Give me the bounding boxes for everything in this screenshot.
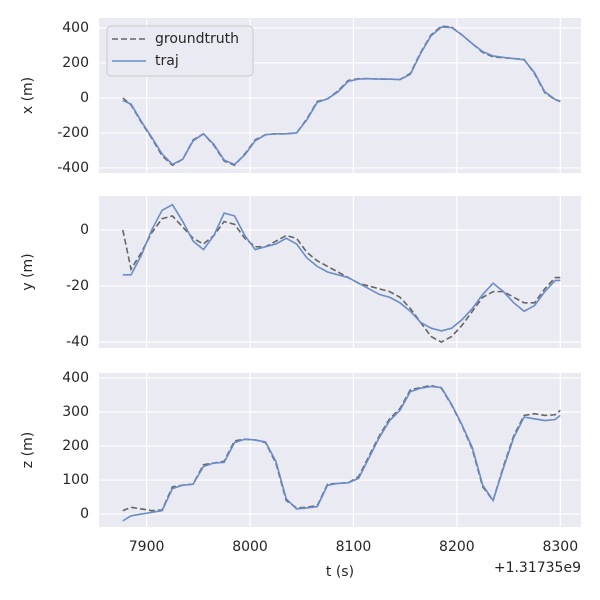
y-axis-label: y (m) — [20, 253, 36, 290]
data-line — [122, 215, 561, 344]
x-tick-label: 7900 — [129, 539, 165, 555]
y-tick-label: 200 — [62, 438, 89, 454]
y-tick-label: 0 — [80, 90, 89, 106]
plot-area — [99, 196, 581, 348]
subplot: -400 -200 0 200 400 x (m) groundtruth traj — [20, 18, 581, 176]
subplot: 7900 8000 8100 8200 8300 0 100 200 300 400 z (m) t … — [20, 370, 581, 580]
y-tick-label: 0 — [80, 222, 89, 238]
data-line — [122, 26, 561, 166]
x-tick-label: 8200 — [439, 539, 475, 555]
y-tick-label: -400 — [57, 160, 89, 176]
data-line — [122, 203, 561, 332]
y-axis-label: z (m) — [20, 432, 36, 468]
y-tick-label: 200 — [62, 55, 89, 71]
x-offset-label: +1.31735e9 — [494, 560, 581, 576]
legend-label: groundtruth — [155, 31, 239, 47]
data-line — [122, 385, 561, 522]
legend-label: traj — [155, 53, 179, 69]
plot-area — [99, 373, 581, 527]
y-tick-label: 400 — [62, 370, 89, 386]
x-tick-label: 8000 — [232, 539, 268, 555]
x-tick-label: 8300 — [542, 539, 578, 555]
y-tick-label: 100 — [62, 472, 89, 488]
y-tick-label: -200 — [57, 125, 89, 141]
y-tick-label: -20 — [66, 278, 89, 294]
x-axis-label: t (s) — [326, 564, 354, 580]
y-tick-label: 400 — [62, 20, 89, 36]
y-tick-label: 0 — [80, 506, 89, 522]
y-axis-label: x (m) — [20, 77, 36, 114]
legend: groundtruth traj — [106, 25, 254, 77]
y-tick-label: 300 — [62, 404, 89, 420]
x-tick-label: 8100 — [336, 539, 372, 555]
subplot: -40 -20 0 y (m) — [20, 196, 581, 350]
y-tick-label: -40 — [66, 334, 89, 350]
